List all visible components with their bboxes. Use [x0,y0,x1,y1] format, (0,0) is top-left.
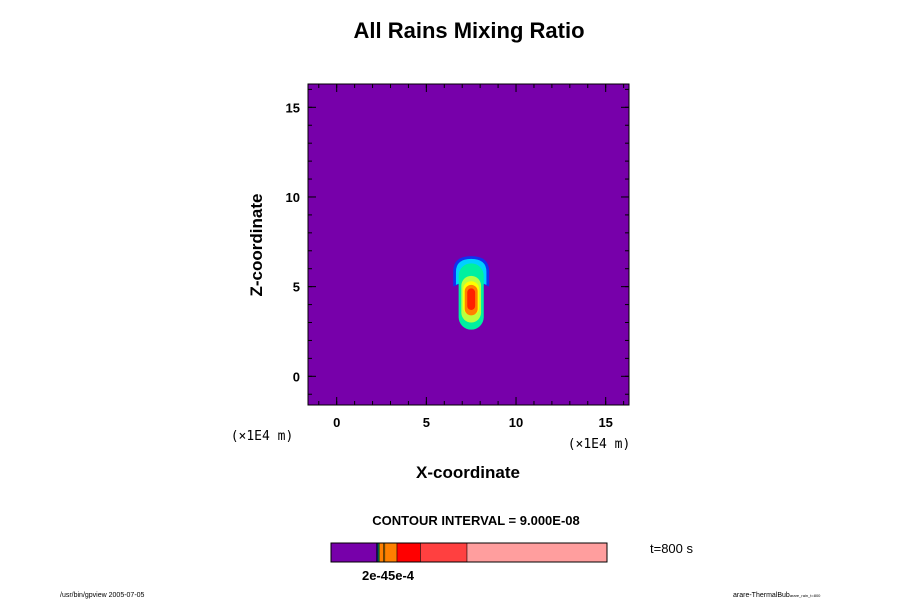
z-tick-label: 5 [293,280,300,295]
x-tick-label: 5 [423,415,430,430]
colorbar-segment [377,543,379,562]
time-label: t=800 s [650,541,694,556]
rain-feature [453,256,490,330]
z-tick-label: 0 [293,369,300,384]
x-tick-label: 10 [509,415,523,430]
colorbar-segment [376,543,378,562]
colorbar-segment [379,543,385,562]
contour-interval: CONTOUR INTERVAL = 9.000E-08 [372,513,579,528]
colorbar-label: 2e-45e-4 [362,568,415,583]
colorbar-segment [331,543,377,562]
plot-background [308,84,629,405]
plot-area [307,83,630,406]
colorbar-segment [383,543,386,562]
z-tick-labels: 0 5 10 15 [286,100,300,384]
footer-right: arare-ThermalBubarare_rain_t=800 [733,592,821,599]
x-tick-labels: 0 5 10 15 [333,415,613,430]
colorbar-segment [396,543,421,562]
contour-region-7 [467,288,476,310]
x-axis-unit: (×1E4 m) [568,437,631,452]
colorbar-segment [378,543,381,562]
colorbar-segment [466,543,608,562]
footer-right-main: arare-ThermalBub [733,592,790,599]
footer-right-sub: arare_rain_t=800 [790,593,821,598]
footer-left: /usr/bin/gpview 2005-07-05 [60,592,145,599]
colorbar [331,543,608,562]
x-axis-title: X-coordinate [416,463,520,482]
major-ticks [308,84,629,405]
chart-title: All Rains Mixing Ratio [353,18,584,43]
x-tick-label: 0 [333,415,340,430]
z-tick-label: 15 [286,100,300,115]
colorbar-segment [384,543,398,562]
z-axis-title: Z-coordinate [247,194,266,297]
x-tick-label: 15 [598,415,612,430]
colorbar-frame [330,542,608,563]
z-axis-unit: (×1E4 m) [231,429,294,444]
z-tick-label: 10 [286,190,300,205]
colorbar-segment [420,543,468,562]
plot-frame [307,83,630,406]
